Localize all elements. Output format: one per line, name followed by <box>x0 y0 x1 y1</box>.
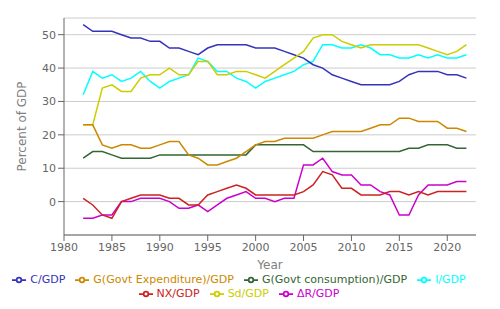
svg-text:2010: 2010 <box>337 241 365 254</box>
svg-text:2000: 2000 <box>242 241 270 254</box>
svg-text:30: 30 <box>42 95 56 108</box>
html-text:G(Govt consumption)/GDP: G(Govt consumption)/GDP <box>261 273 408 286</box>
html-text:I/GDP: I/GDP <box>435 273 466 286</box>
svg-text:1995: 1995 <box>194 241 222 254</box>
svg-text:Year: Year <box>256 258 282 272</box>
svg-text:2005: 2005 <box>290 241 318 254</box>
html-text:C/GDP: C/GDP <box>30 273 66 286</box>
html-text:NX/GDP: NX/GDP <box>156 287 200 300</box>
html-text:G(Govt Expenditure)/GDP: G(Govt Expenditure)/GDP <box>93 273 234 286</box>
html-text:Sd/GDP: Sd/GDP <box>227 287 269 300</box>
svg-text:0: 0 <box>49 196 56 209</box>
svg-text:1985: 1985 <box>98 241 126 254</box>
svg-text:1980: 1980 <box>50 241 78 254</box>
svg-text:2020: 2020 <box>433 241 461 254</box>
svg-text:1990: 1990 <box>146 241 174 254</box>
svg-text:40: 40 <box>42 62 56 75</box>
svg-text:Percent of GDP: Percent of GDP <box>15 81 29 171</box>
svg-text:2015: 2015 <box>385 241 413 254</box>
svg-text:20: 20 <box>42 129 56 142</box>
html-text:ΔR/GDP: ΔR/GDP <box>297 287 340 300</box>
svg-text:10: 10 <box>42 162 56 175</box>
svg-text:50: 50 <box>42 29 56 42</box>
